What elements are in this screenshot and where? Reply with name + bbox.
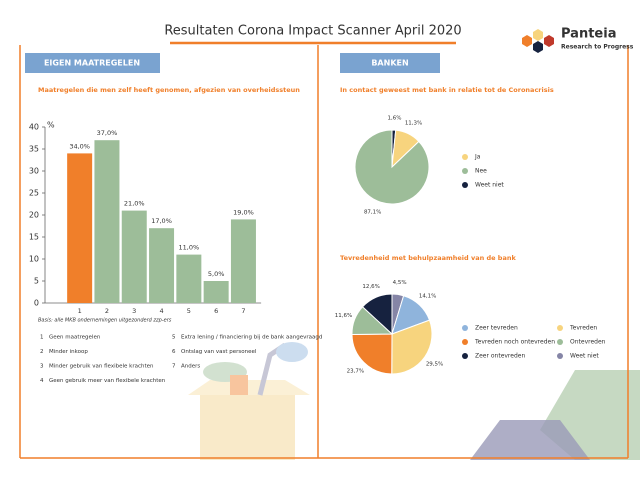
value-label: 29,5% (426, 361, 443, 367)
chart-title: Tevredenheid met behulpzaamheid van de b… (340, 254, 516, 262)
x-tick-label: 4 (159, 307, 163, 315)
bar (121, 210, 147, 303)
legend-swatch (557, 353, 563, 359)
legend-label: Ontevreden (570, 339, 606, 346)
legend-swatch (462, 339, 468, 345)
pie-slice (361, 293, 393, 336)
legend-swatch (557, 325, 563, 331)
x-tick-label: 2 (105, 307, 109, 315)
box-illustration (188, 342, 310, 460)
bar (230, 219, 256, 303)
x-tick-label: 5 (187, 307, 191, 315)
page-title: Resultaten Corona Impact Scanner April 2… (164, 24, 461, 39)
value-label: 1,6% (387, 116, 401, 122)
legend-number: 7 (172, 364, 176, 370)
value-label: 11,6% (335, 313, 352, 319)
bar (149, 228, 175, 303)
chart-note: Basis: alle MKB ondernemingen uitgezonde… (38, 318, 172, 324)
bar (94, 140, 120, 303)
legend-number: 1 (40, 335, 44, 341)
y-tick-label: 40 (29, 123, 39, 132)
legend-label: Weet niet (570, 353, 599, 360)
bar (203, 281, 229, 303)
value-label: 17,0% (151, 217, 172, 225)
value-label: 11,3% (405, 120, 422, 126)
legend-number: 6 (172, 349, 176, 355)
y-tick-label: 0 (34, 299, 39, 308)
legend-text: Ontslag van vast personeel (181, 349, 257, 355)
bar (176, 254, 202, 303)
y-tick-label: 20 (29, 211, 39, 220)
value-label: 11,0% (179, 244, 200, 252)
legend-label: Zeer ontevreden (475, 353, 525, 360)
panel-heading-box (340, 53, 440, 73)
chart-title: Maatregelen die men zelf heeft genomen, … (38, 86, 300, 94)
legend-label: Zeer tevreden (475, 325, 518, 332)
legend-swatch (462, 154, 468, 160)
value-label: 23,7% (347, 368, 364, 374)
logo-tagline: Research to Progress (561, 44, 634, 51)
y-tick-label: 30 (29, 167, 39, 176)
legend-number: 2 (40, 349, 44, 355)
x-tick-label: 3 (132, 307, 136, 315)
legend-label: Tevreden (569, 325, 597, 332)
panel-heading: BANKEN (371, 59, 408, 68)
legend-label: Tevreden noch ontevreden (474, 339, 555, 346)
legend-text: Geen maatregelen (49, 335, 101, 341)
value-label: 21,0% (124, 200, 145, 208)
value-label: 5,0% (208, 270, 225, 278)
legend-number: 3 (40, 364, 44, 370)
x-tick-label: 1 (78, 307, 82, 315)
frame (19, 41, 629, 459)
value-label: 87,1% (364, 210, 381, 216)
y-tick-label: 25 (29, 189, 39, 198)
chart-title: In contact geweest met bank in relatie t… (340, 86, 554, 94)
value-label: 14,1% (419, 294, 436, 300)
logo-name: Panteia (561, 27, 616, 42)
pie-slice (351, 333, 393, 375)
legend-label: Weet niet (475, 182, 504, 189)
pie-slice (354, 129, 430, 205)
y-tick-label: 35 (29, 145, 39, 154)
hexagon-decoration (470, 420, 590, 460)
legend-text: Geen gebruik meer van flexibele krachten (49, 378, 166, 384)
pie-slice (391, 319, 433, 375)
legend-text: Extra lening / financiering bij de bank … (181, 335, 322, 341)
legend-text: Minder gebruik van flexibele krachten (49, 364, 154, 370)
x-tick-label: 6 (214, 307, 218, 315)
legend-swatch (462, 168, 468, 174)
legend-text: Minder inkoop (49, 349, 88, 355)
value-label: 19,0% (233, 208, 254, 216)
value-label: 34,0% (69, 142, 90, 150)
value-label: 12,6% (362, 284, 379, 290)
panel-heading: EIGEN MAATREGELEN (44, 59, 140, 68)
x-tick-label: 7 (241, 307, 245, 315)
legend-label: Ja (474, 154, 481, 161)
legend-text: Anders (181, 364, 200, 370)
legend-swatch (462, 325, 468, 331)
panel-heading-box (25, 53, 160, 73)
legend-swatch (462, 353, 468, 359)
legend-swatch (462, 182, 468, 188)
legend-number: 5 (172, 335, 176, 341)
bar (67, 153, 93, 303)
y-tick-label: 10 (29, 255, 39, 264)
value-label: 4,5% (393, 280, 407, 286)
y-axis-label: % (47, 121, 55, 130)
y-tick-label: 5 (34, 277, 39, 286)
legend-swatch (557, 339, 563, 345)
legend-label: Nee (475, 168, 487, 175)
legend-number: 4 (40, 378, 44, 384)
value-label: 37,0% (97, 129, 118, 137)
y-tick-label: 15 (29, 233, 39, 242)
logo: Panteia Research to Progress (522, 27, 634, 53)
